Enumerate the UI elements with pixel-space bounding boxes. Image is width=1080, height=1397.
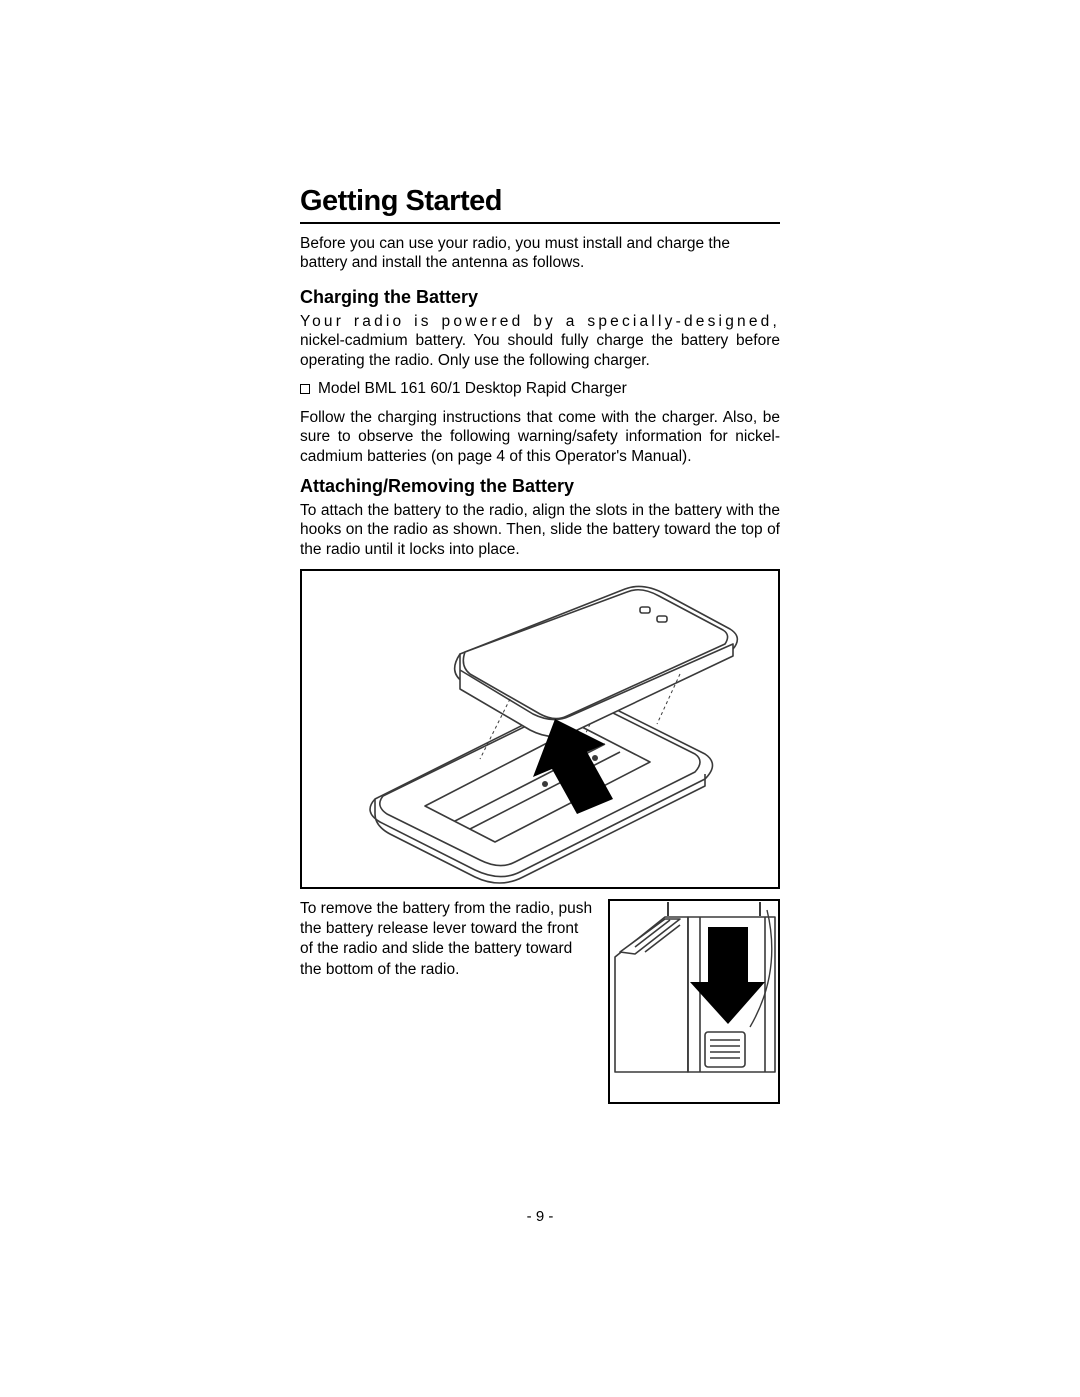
charging-para-1-wide: Your radio is powered by a specially-des… bbox=[300, 313, 780, 330]
attach-para-1: To attach the battery to the radio, alig… bbox=[300, 501, 780, 559]
page-title: Getting Started bbox=[300, 185, 780, 222]
charger-bullet: Model BML 161 60/1 Desktop Rapid Charger bbox=[300, 380, 780, 398]
remove-para: To remove the battery from the radio, pu… bbox=[300, 899, 594, 1104]
title-rule bbox=[300, 222, 780, 224]
battery-remove-illustration bbox=[610, 902, 778, 1102]
section-charging-heading: Charging the Battery bbox=[300, 287, 780, 308]
figure-remove-battery bbox=[608, 899, 780, 1104]
charging-para-2: Follow the charging instructions that co… bbox=[300, 408, 780, 466]
battery-attach-illustration bbox=[305, 574, 775, 884]
figure-attach-battery bbox=[300, 569, 780, 889]
charging-para-1-rest: nickel-cadmium battery. You should fully… bbox=[300, 332, 780, 368]
section-attach-heading: Attaching/Removing the Battery bbox=[300, 476, 780, 497]
intro-text: Before you can use your radio, you must … bbox=[300, 234, 780, 273]
charger-bullet-text: Model BML 161 60/1 Desktop Rapid Charger bbox=[318, 380, 627, 398]
charging-para-1: Your radio is powered by a specially-des… bbox=[300, 312, 780, 370]
page-number: - 9 - bbox=[300, 1208, 780, 1225]
bullet-square-icon bbox=[300, 384, 310, 394]
